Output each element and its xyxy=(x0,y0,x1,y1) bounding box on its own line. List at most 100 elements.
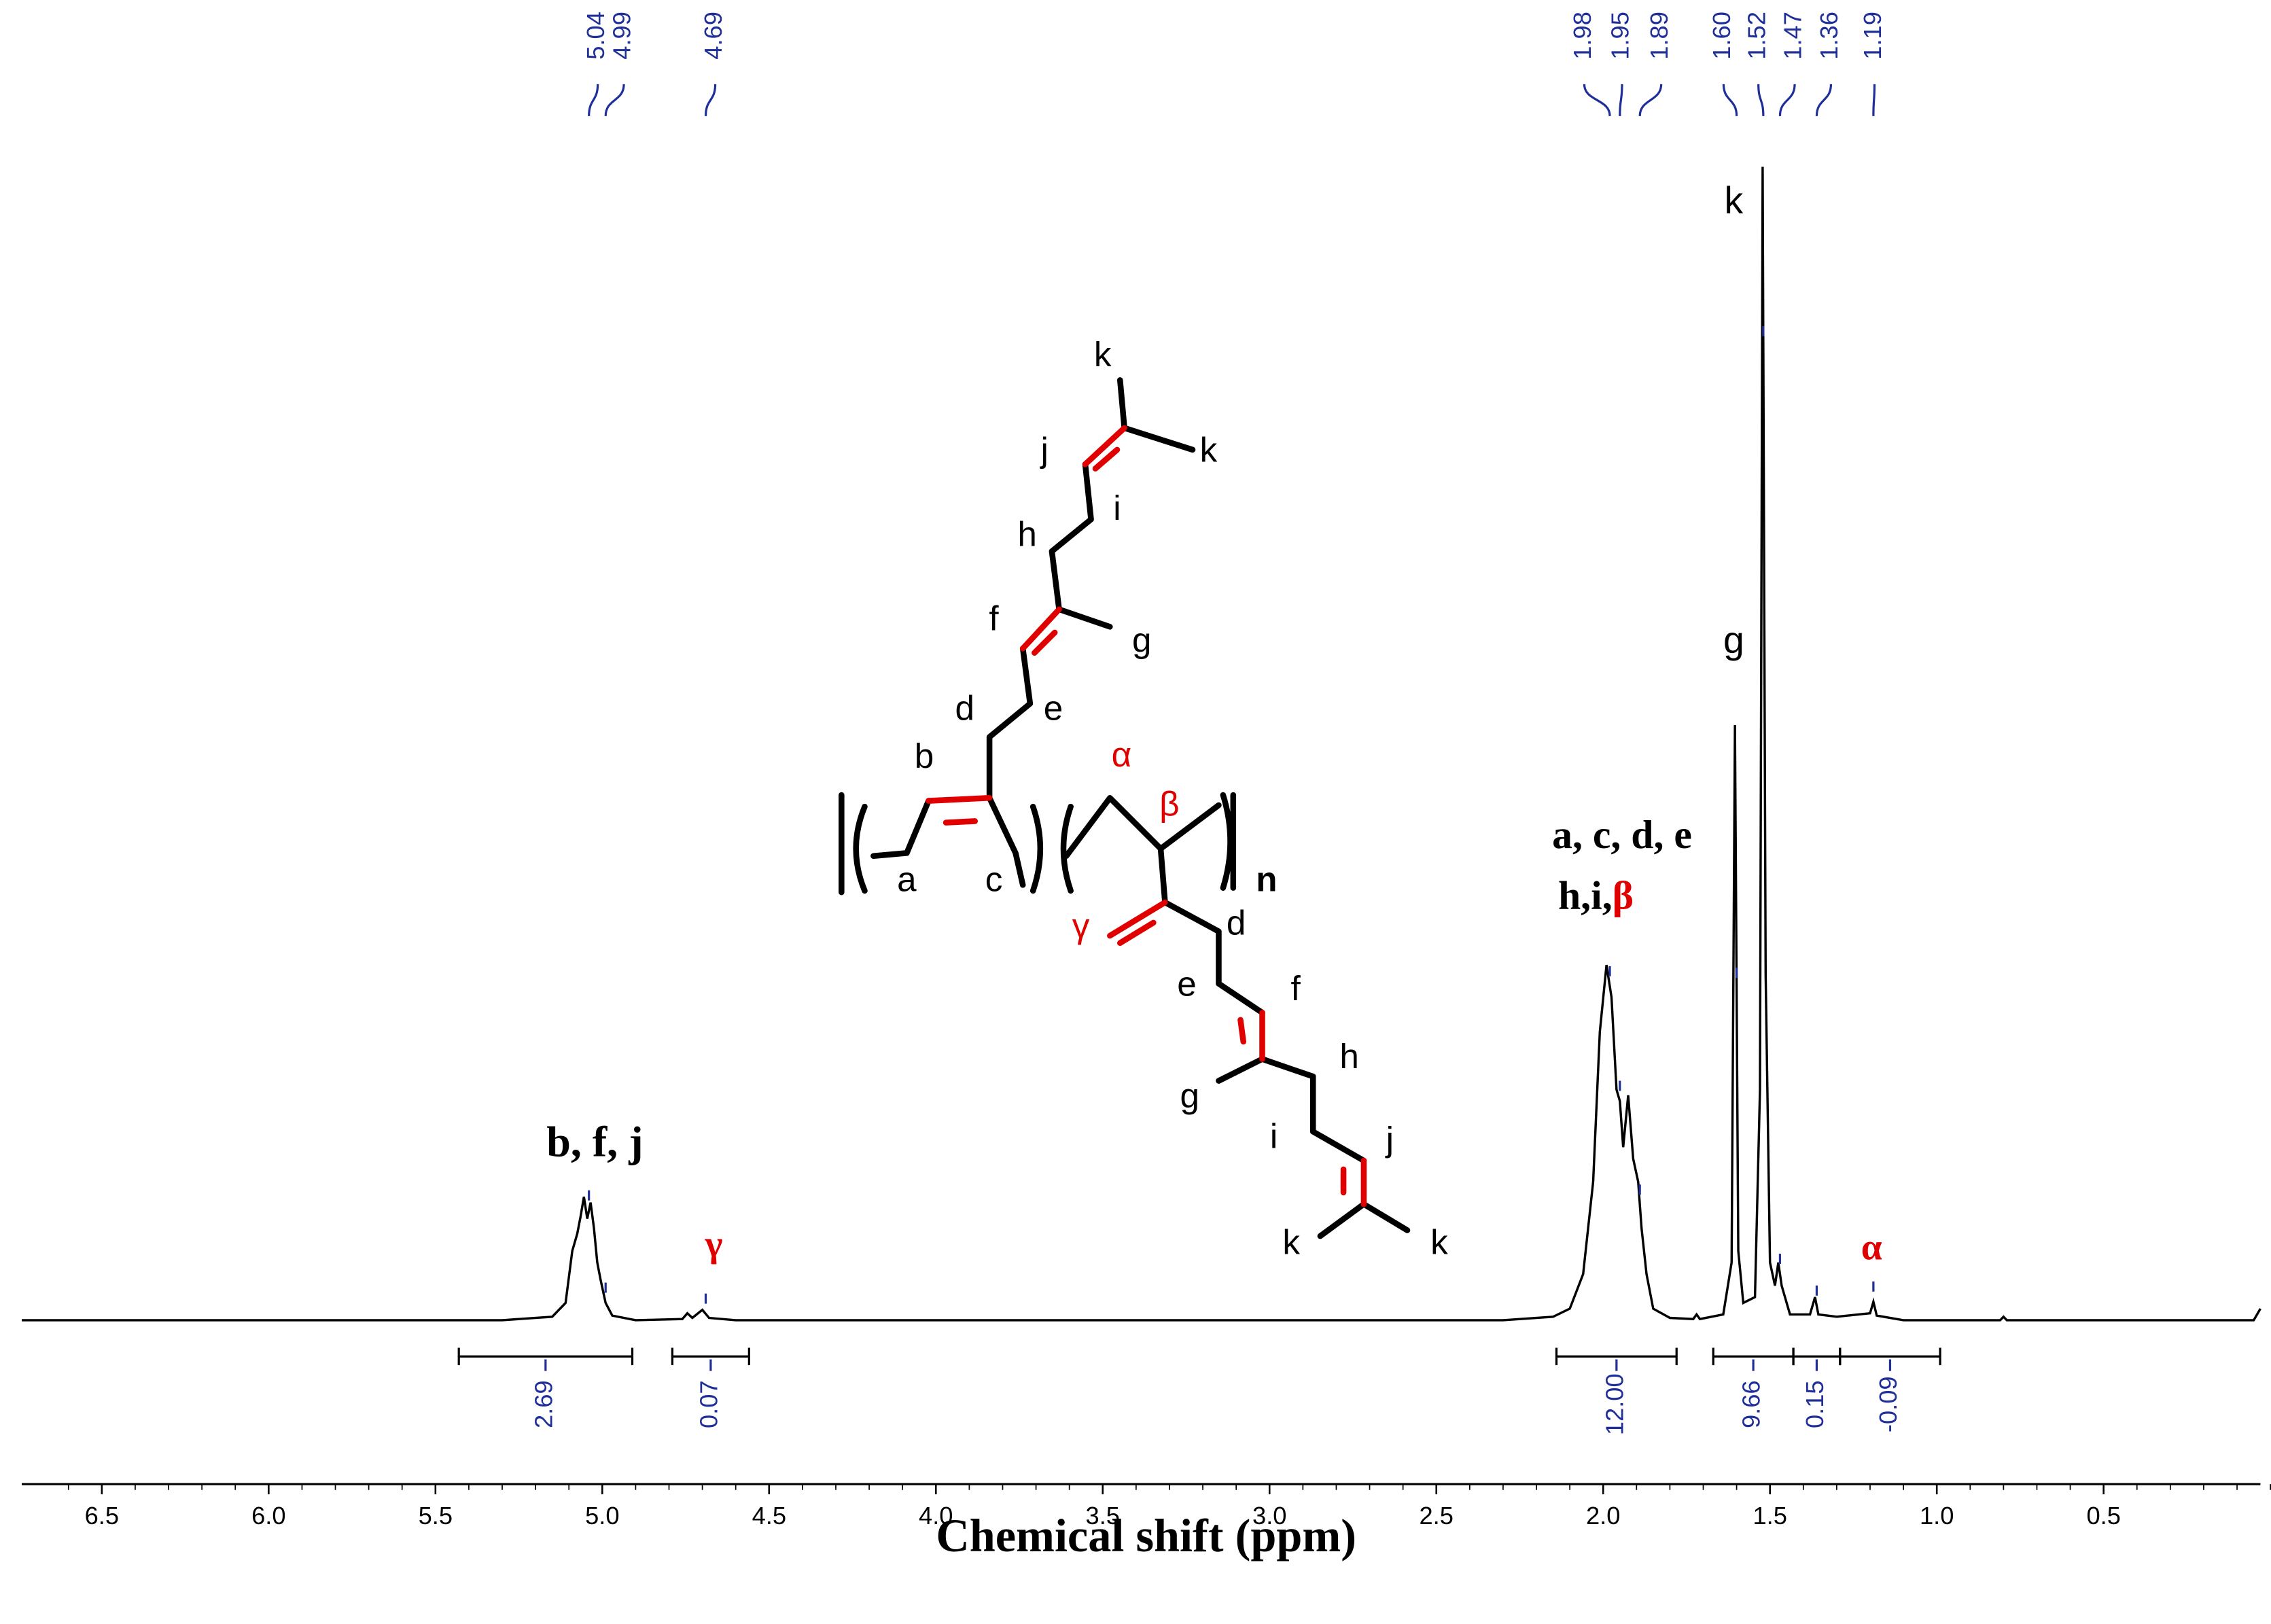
structure-label: i xyxy=(1113,489,1121,527)
annotation-part: b, f, j xyxy=(546,1117,643,1165)
structure-label: k xyxy=(1282,1222,1300,1261)
annotation-part: a, c, d, e xyxy=(1552,812,1692,857)
annotation-part: g xyxy=(1723,618,1744,660)
x-tick-label: 5.0 xyxy=(585,1502,619,1530)
bond xyxy=(1237,1010,1265,1062)
structure-label: α xyxy=(1112,735,1132,774)
peak-connector xyxy=(604,84,625,116)
annotation-part: k xyxy=(1725,179,1744,222)
peak-connector xyxy=(1872,84,1876,116)
peak-connector xyxy=(588,84,599,116)
integral-label: 2.69 xyxy=(529,1380,557,1428)
integral-label: 0.15 xyxy=(1801,1380,1829,1428)
peak-label: 1.95 xyxy=(1606,12,1634,60)
annotation: a, c, d, e xyxy=(1552,812,1692,857)
structure-label: k xyxy=(1094,335,1112,374)
annotation: k xyxy=(1725,179,1744,222)
structure xyxy=(839,377,1411,1239)
bond xyxy=(1162,899,1411,1239)
peak-label: 1.89 xyxy=(1645,12,1673,60)
bond xyxy=(986,646,1034,888)
bond xyxy=(870,798,932,859)
peak-connector xyxy=(1583,84,1611,116)
annotation: h,i,β xyxy=(1558,872,1634,917)
peak-label: 4.99 xyxy=(608,12,636,60)
bond xyxy=(1082,425,1127,472)
structure-label: e xyxy=(1177,964,1197,1003)
peak-label: 1.47 xyxy=(1779,12,1807,60)
x-tick-label: 2.5 xyxy=(1420,1502,1454,1530)
peak-connector xyxy=(1722,84,1738,116)
peak-label: 4.69 xyxy=(699,12,727,60)
x-tick-label: 1.0 xyxy=(1920,1502,1954,1530)
structure-label: k xyxy=(1430,1222,1448,1261)
annotation: α xyxy=(1861,1226,1882,1268)
structure-label: f xyxy=(989,599,999,637)
bracket xyxy=(839,792,1237,896)
structure-label: f xyxy=(1290,969,1301,1008)
structure-label: d xyxy=(1227,904,1246,942)
structure-label: d xyxy=(955,689,975,728)
structure-label: n xyxy=(1256,860,1277,899)
x-tick-label: 4.0 xyxy=(919,1502,953,1530)
structure-label: h xyxy=(1017,515,1037,554)
bond xyxy=(926,795,993,826)
peak-connector xyxy=(1638,84,1663,116)
x-tick-label: 6.0 xyxy=(251,1502,285,1530)
peak-label: 1.98 xyxy=(1568,12,1596,60)
integral-label: -0.09 xyxy=(1874,1376,1902,1432)
x-tick-label: 3.5 xyxy=(1086,1502,1120,1530)
x-tick-label: 1.5 xyxy=(1753,1502,1786,1530)
structure-label: k xyxy=(1200,431,1218,470)
peak-connector xyxy=(704,84,717,116)
structure-label: j xyxy=(1385,1120,1394,1159)
double-bond xyxy=(926,425,1367,1207)
peak-connector xyxy=(1757,84,1765,116)
structure-label: i xyxy=(1270,1117,1278,1156)
bond xyxy=(1340,1157,1367,1207)
peak-label: 1.52 xyxy=(1742,12,1770,60)
peak-connector xyxy=(1619,84,1623,116)
bond xyxy=(1063,795,1222,906)
annotation: b, f, j xyxy=(546,1117,643,1165)
integral-label: 12.00 xyxy=(1600,1373,1628,1435)
x-tick-label: 5.5 xyxy=(419,1502,453,1530)
structure-label: c xyxy=(985,860,1003,899)
structure-label: a xyxy=(897,860,917,899)
structure-label: β xyxy=(1159,785,1179,824)
peak-label: 5.04 xyxy=(582,12,610,60)
integral-label: 9.66 xyxy=(1738,1380,1765,1428)
x-tick-label: 2.0 xyxy=(1586,1502,1620,1530)
x-tick-label: 4.5 xyxy=(752,1502,786,1530)
bond xyxy=(1019,606,1062,656)
peak-label: 1.36 xyxy=(1815,12,1843,60)
structure-label: g xyxy=(1180,1076,1199,1115)
x-tick-label: 6.5 xyxy=(85,1502,119,1530)
annotation-part: h,i, xyxy=(1558,872,1613,917)
annotation-part: β xyxy=(1613,872,1634,917)
peak-label: 1.60 xyxy=(1708,12,1736,60)
spectrum-line xyxy=(22,166,2261,1322)
x-axis-title: Chemical shift (ppm) xyxy=(936,1510,1356,1561)
bond xyxy=(1116,377,1196,453)
bond xyxy=(1107,899,1168,947)
structure-label: h xyxy=(1339,1037,1359,1076)
annotation-part: γ xyxy=(704,1224,722,1265)
structure-label: g xyxy=(1132,620,1152,659)
bond xyxy=(1049,461,1113,630)
peak-label: 1.19 xyxy=(1859,12,1886,60)
structure-label: b xyxy=(915,737,934,775)
annotation: γ xyxy=(704,1224,722,1265)
x-tick-label: 0.5 xyxy=(2086,1502,2120,1530)
structure-label: γ xyxy=(1072,906,1090,945)
structure-label: e xyxy=(1044,689,1063,728)
annotation-part: α xyxy=(1861,1226,1882,1268)
integral-label: 0.07 xyxy=(694,1380,722,1428)
annotation: g xyxy=(1723,618,1744,660)
x-tick-label: 3.0 xyxy=(1252,1502,1286,1530)
structure-label: j xyxy=(1040,431,1049,470)
peak-connector xyxy=(1815,84,1833,116)
peak-connector xyxy=(1778,84,1796,116)
